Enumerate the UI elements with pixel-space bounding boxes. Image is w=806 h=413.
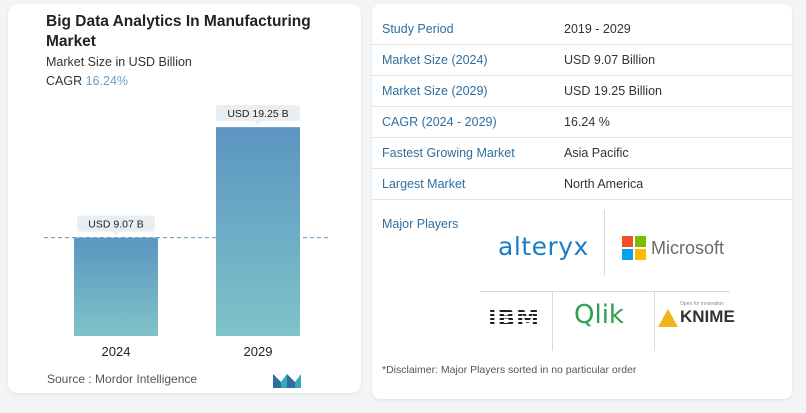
mordor-logo-icon: [273, 374, 301, 388]
stats-row: Market Size (2024) USD 9.07 Billion: [372, 45, 792, 76]
stats-row-value: 2019 - 2029: [564, 22, 631, 36]
stats-row-label: Market Size (2024): [382, 53, 488, 67]
bar-2029: [216, 127, 300, 336]
stats-row-label: CAGR (2024 - 2029): [382, 115, 497, 129]
stats-row-value: USD 19.25 Billion: [564, 84, 662, 98]
knime-tagline: Open for Innovation: [680, 301, 724, 307]
cagr-value: 16.24%: [85, 74, 129, 88]
disclaimer-text: *Disclaimer: Major Players sorted in no …: [382, 364, 637, 376]
qlik-logo: Qlik: [574, 300, 624, 330]
knime-logo: KNIME Open for Innovation: [658, 301, 735, 327]
knime-triangle-icon: [658, 309, 678, 327]
qlik-wordmark: Qlik: [574, 300, 624, 330]
stats-card: Study Period 2019 - 2029 Market Size (2024…: [372, 4, 792, 399]
cagr-line: CAGR 16.24%: [46, 74, 128, 88]
x-tick-label: 2024: [102, 344, 131, 359]
stats-row-label: Fastest Growing Market: [382, 146, 515, 160]
ibm-logo: IBM: [488, 306, 540, 332]
stats-row-label: Study Period: [382, 22, 454, 36]
stats-row: Market Size (2029) USD 19.25 Billion: [372, 76, 792, 107]
logo-divider: [604, 210, 605, 276]
microsoft-logo: Microsoft: [622, 236, 724, 260]
value-label-pointer: [112, 231, 120, 236]
chart-title: Big Data Analytics In Manufacturing Mark…: [46, 13, 311, 50]
stats-row-value: USD 9.07 Billion: [564, 53, 656, 67]
windows-icon: [622, 236, 646, 260]
stats-row: Largest Market North America: [372, 169, 792, 200]
alteryx-logo: alteryx: [498, 232, 589, 261]
cagr-label: CAGR: [46, 74, 83, 88]
logo-divider: [552, 291, 553, 351]
value-label: USD 9.07 B: [88, 219, 143, 231]
bar-chart: USD 9.07 B 2024 USD 19.25 B 2029: [44, 105, 330, 359]
stats-row-value: 16.24 %: [564, 115, 610, 129]
chart-card: Big Data Analytics In Manufacturing Mark…: [8, 4, 361, 393]
value-label-pointer: [254, 121, 262, 126]
stats-row: Fastest Growing Market Asia Pacific: [372, 138, 792, 169]
major-players-label: Major Players: [382, 217, 459, 231]
x-tick-label: 2029: [244, 344, 273, 359]
stats-row-label: Largest Market: [382, 177, 466, 191]
stats-row: CAGR (2024 - 2029) 16.24 %: [372, 107, 792, 138]
stats-row-label: Market Size (2029): [382, 84, 488, 98]
stats-row: Study Period 2019 - 2029: [372, 14, 792, 45]
chart-subtitle: Market Size in USD Billion: [46, 55, 192, 69]
source-text: Source : Mordor Intelligence: [47, 372, 198, 386]
stats-row-value: Asia Pacific: [564, 146, 629, 160]
value-label-bg: [216, 105, 300, 122]
stats-row-value: North America: [564, 177, 644, 191]
knime-wordmark: KNIME: [680, 307, 735, 326]
value-label: USD 19.25 B: [227, 108, 288, 120]
bar-2024: [74, 237, 158, 336]
value-label-bg: [77, 215, 155, 232]
logo-divider: [654, 291, 655, 351]
logo-divider: [480, 291, 730, 292]
microsoft-wordmark: Microsoft: [651, 237, 725, 258]
